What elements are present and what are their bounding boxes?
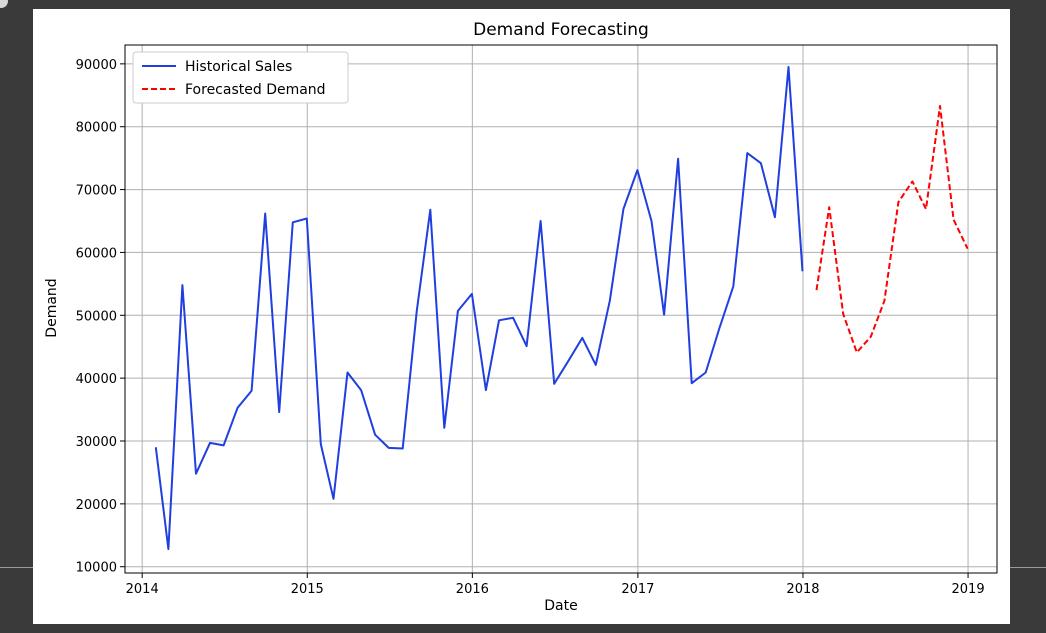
chart-title: Demand Forecasting: [473, 20, 649, 40]
window-corner-indicator: [0, 0, 8, 8]
y-tick-label: 20000: [76, 498, 117, 513]
x-tick-label: 2017: [621, 582, 654, 597]
legend: Historical Sales Forecasted Demand: [132, 51, 349, 104]
y-tick-label: 70000: [76, 184, 117, 199]
legend-label-forecasted-demand: Forecasted Demand: [185, 82, 326, 98]
plot-area-frame: [124, 44, 998, 574]
x-tick-label: 2014: [126, 582, 159, 597]
y-axis-label: Demand: [44, 278, 60, 337]
line-chart: 2014 2015 2016 2017 2018 2019 10000 20000 30000 4…: [44, 20, 998, 614]
x-tick-label: 2019: [952, 582, 985, 597]
x-tick-label: 2015: [291, 582, 324, 597]
legend-box: [132, 51, 349, 104]
y-tick-label: 80000: [76, 121, 117, 136]
x-axis-label: Date: [544, 598, 577, 614]
y-tick-label: 30000: [76, 435, 117, 450]
grid-lines: [125, 45, 997, 573]
x-tick-label: 2016: [456, 582, 489, 597]
y-tick-label: 40000: [76, 372, 117, 387]
separator-line-left: [0, 567, 33, 568]
series-lines: [154, 66, 969, 551]
y-tick-label: 10000: [76, 561, 117, 576]
separator-line-right: [1010, 567, 1046, 568]
series-line-forecasted-demand: [815, 105, 969, 354]
axis-ticks: 2014 2015 2016 2017 2018 2019 10000 20000 30000 4…: [76, 58, 985, 597]
series-line-historical-sales: [154, 66, 804, 551]
legend-label-historical-sales: Historical Sales: [185, 59, 292, 75]
y-tick-label: 50000: [76, 309, 117, 324]
x-tick-label: 2018: [786, 582, 819, 597]
chart-figure: 2014 2015 2016 2017 2018 2019 10000 20000 30000 4…: [33, 9, 1010, 624]
y-tick-label: 90000: [76, 58, 117, 73]
y-tick-label: 60000: [76, 246, 117, 261]
